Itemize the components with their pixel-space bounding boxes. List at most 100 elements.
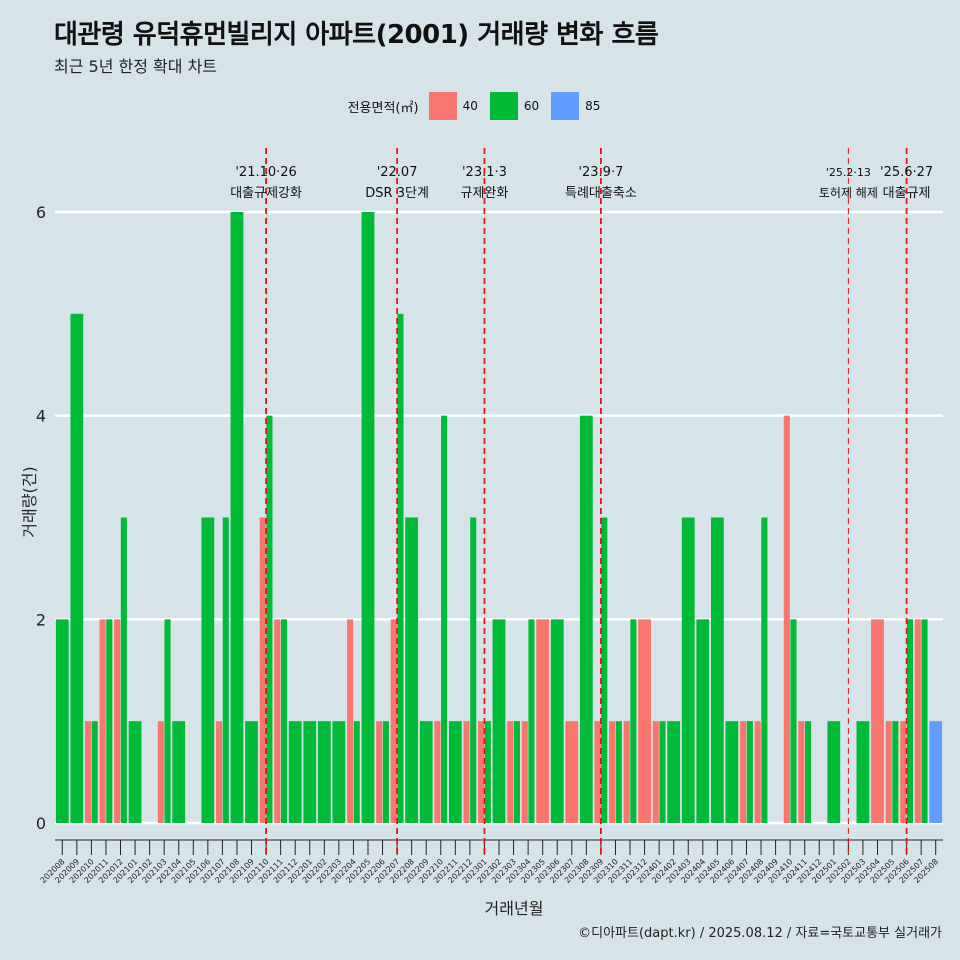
bar-202408-40 bbox=[754, 721, 761, 823]
bar-202302-60 bbox=[492, 619, 506, 823]
legend-item-40: 40 bbox=[428, 92, 482, 120]
bar-202311-40 bbox=[623, 721, 630, 823]
bar-202211-60 bbox=[448, 721, 462, 823]
bar-202401-60 bbox=[659, 721, 666, 823]
annotation-date-202110: '21.10·26 bbox=[235, 165, 296, 180]
annotation-label-202309: 특례대출축소 bbox=[565, 186, 637, 201]
y-tick-label: 4 bbox=[36, 407, 46, 426]
bar-202305-40 bbox=[536, 619, 550, 823]
bar-202306-60 bbox=[550, 619, 564, 823]
bar-202410-40 bbox=[783, 415, 790, 823]
bar-202107-60 bbox=[222, 517, 229, 823]
bar-202012-60 bbox=[120, 517, 127, 823]
bar-202209-60 bbox=[419, 721, 433, 823]
bar-202308-60 bbox=[579, 415, 593, 823]
legend-swatch-60 bbox=[489, 92, 518, 120]
bar-202310-60 bbox=[615, 721, 622, 823]
bar-202210-40 bbox=[434, 721, 441, 823]
bar-202505-60 bbox=[892, 721, 899, 823]
bar-202210-60 bbox=[441, 415, 448, 823]
annotation-date-202301: '23.1·3 bbox=[462, 165, 507, 180]
legend-swatch-40 bbox=[428, 92, 457, 120]
bar-202404-60 bbox=[696, 619, 710, 823]
annotation-label-202110: 대출규제강화 bbox=[230, 186, 302, 201]
bar-202303-40 bbox=[507, 721, 514, 823]
x-axis-title: 거래년월 bbox=[485, 899, 544, 918]
y-tick-label: 2 bbox=[36, 610, 46, 629]
bar-202103-60 bbox=[164, 619, 171, 823]
legend-swatch-85 bbox=[551, 92, 580, 120]
bar-202011-40 bbox=[99, 619, 106, 823]
bar-202108-60 bbox=[230, 212, 244, 823]
bar-202110-40 bbox=[259, 517, 266, 823]
bar-202408-60 bbox=[761, 517, 768, 823]
bar-202110-60 bbox=[266, 415, 273, 823]
annotation-label-202207: DSR 3단계 bbox=[365, 186, 429, 201]
bar-202212-40 bbox=[463, 721, 470, 823]
bar-202204-60 bbox=[353, 721, 360, 823]
y-axis-title: 거래량(건) bbox=[20, 466, 39, 537]
bar-202009-60 bbox=[70, 313, 84, 823]
bar-202411-40 bbox=[798, 721, 805, 823]
bar-202506-40 bbox=[900, 721, 907, 823]
bar-202109-60 bbox=[245, 721, 258, 823]
legend-title: 전용면적(㎡) bbox=[347, 100, 419, 116]
bar-202301-60 bbox=[484, 721, 491, 823]
annotation-label-202506: 대출규제 bbox=[883, 186, 931, 201]
legend: 전용면적(㎡) 40 60 85 bbox=[0, 92, 960, 120]
bar-202407-40 bbox=[740, 721, 747, 823]
bar-202311-60 bbox=[630, 619, 637, 823]
bar-202301-40 bbox=[478, 721, 485, 823]
bar-202010-60 bbox=[91, 721, 98, 823]
annotation-date-202309: '23.9·7 bbox=[578, 165, 623, 180]
bar-202401-40 bbox=[652, 721, 659, 823]
bar-202111-60 bbox=[280, 619, 288, 823]
bar-202506-60 bbox=[906, 619, 914, 823]
bar-202402-60 bbox=[667, 721, 681, 823]
bar-202201-60 bbox=[303, 721, 317, 823]
bar-202411-60 bbox=[805, 721, 812, 823]
annotation-date-202207: '22.07 bbox=[377, 165, 418, 180]
legend-label-40: 40 bbox=[462, 99, 478, 113]
bar-202208-60 bbox=[405, 517, 419, 823]
bar-202307-40 bbox=[565, 721, 579, 823]
bar-202111-40 bbox=[274, 619, 281, 823]
bar-202406-60 bbox=[725, 721, 739, 823]
bar-202206-60 bbox=[382, 721, 389, 823]
bar-202304-40 bbox=[521, 721, 528, 823]
annotation-label-202301: 규제완화 bbox=[461, 186, 509, 201]
bar-202101-60 bbox=[128, 721, 142, 823]
bar-202112-60 bbox=[288, 721, 302, 823]
bar-202107-40 bbox=[216, 721, 223, 823]
bar-202303-60 bbox=[513, 721, 520, 823]
chart-title: 대관령 유덕휴먼빌리지 아파트(2001) 거래량 변화 흐름 bbox=[54, 20, 659, 50]
y-tick-label: 6 bbox=[36, 203, 46, 222]
bar-202407-60 bbox=[746, 721, 753, 823]
bar-202008-60 bbox=[55, 619, 69, 823]
bar-202207-40 bbox=[390, 619, 397, 823]
bar-202012-40 bbox=[114, 619, 121, 823]
bar-202503-60 bbox=[856, 721, 870, 823]
bar-202501-60 bbox=[827, 721, 841, 823]
annotation-label-202502: 토허제 해제 bbox=[819, 186, 878, 200]
legend-item-85: 85 bbox=[551, 92, 604, 120]
bar-202507-60 bbox=[921, 619, 928, 823]
bar-202206-40 bbox=[376, 721, 383, 823]
bar-202309-60 bbox=[601, 517, 608, 823]
annotation-date-202506: '25.6·27 bbox=[880, 165, 933, 180]
bar-202010-40 bbox=[84, 721, 92, 823]
bar-202310-40 bbox=[609, 721, 616, 823]
bar-202106-60 bbox=[201, 517, 215, 823]
bar-202304-60 bbox=[528, 619, 535, 823]
bar-202212-60 bbox=[470, 517, 477, 823]
bar-202207-60 bbox=[397, 313, 404, 823]
bar-202202-60 bbox=[317, 721, 331, 823]
bar-202103-40 bbox=[157, 721, 164, 823]
bar-202405-60 bbox=[710, 517, 724, 823]
bar-202505-40 bbox=[885, 721, 892, 823]
bar-202504-40 bbox=[871, 619, 884, 823]
chart-caption: ©디아파트(dapt.kr) / 2025.08.12 / 자료=국토교통부 실… bbox=[578, 926, 942, 941]
bar-202410-60 bbox=[790, 619, 797, 823]
bar-202403-60 bbox=[681, 517, 695, 823]
